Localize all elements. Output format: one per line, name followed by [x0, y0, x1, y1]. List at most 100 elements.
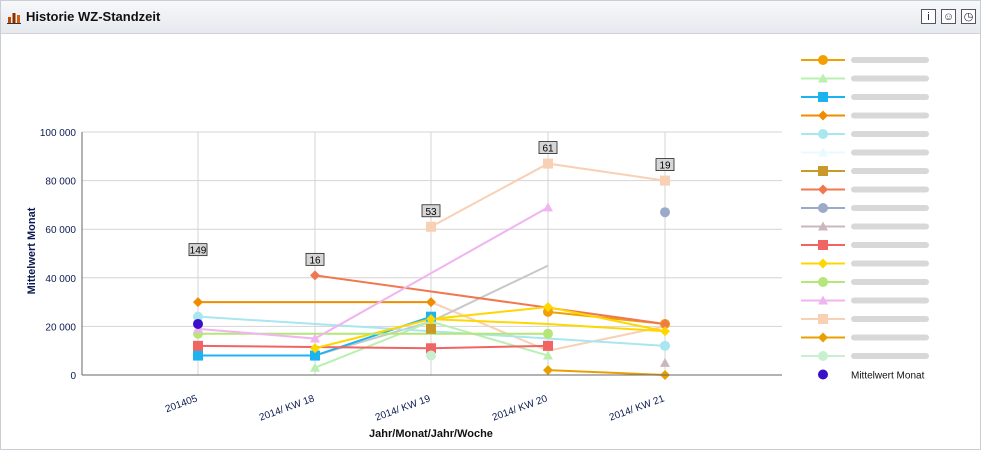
- data-point: [310, 362, 320, 372]
- legend-swatch-marker: [818, 129, 828, 139]
- data-point: [426, 297, 436, 308]
- legend-label-redacted: [851, 353, 929, 359]
- line-chart: 149 16 53 61 19 0 20 000 40 000 60 000 80 000 100…: [26, 55, 929, 440]
- x-tick-label: 2014/ KW 18: [258, 393, 317, 423]
- legend-label-redacted: [851, 168, 929, 174]
- legend-label-redacted: [851, 57, 929, 63]
- grid: [82, 131, 782, 376]
- data-point: [426, 343, 436, 354]
- data-point: [193, 311, 203, 322]
- data-point: [310, 333, 320, 343]
- legend-swatch-marker: [818, 221, 828, 231]
- user-icon: ☺: [942, 11, 955, 23]
- legend-swatch-marker: [818, 332, 828, 343]
- legend-swatch-marker: [818, 110, 828, 121]
- legend-item: [801, 73, 929, 83]
- legend-item: [801, 314, 929, 324]
- legend-swatch-marker: [818, 73, 828, 83]
- y-tick-label: 100 000: [40, 128, 77, 139]
- count-label-box: [655, 158, 675, 171]
- legend-label-redacted: [851, 131, 929, 137]
- legend-label-redacted: [851, 94, 929, 100]
- count-label-box: [305, 252, 325, 266]
- legend-item: [801, 147, 929, 157]
- data-point: [193, 340, 203, 351]
- legend-swatch-marker: [818, 166, 828, 176]
- legend-label: Mittelwert Monat: [851, 371, 925, 382]
- data-point: [543, 350, 553, 360]
- legend-swatch-marker: [818, 55, 828, 65]
- data-point: [543, 365, 553, 376]
- series-line: [314, 274, 666, 325]
- x-axis-title: Jahr/Monat/Jahr/Woche: [369, 428, 493, 440]
- legend-label-redacted: [851, 316, 929, 322]
- legend-swatch-marker: [818, 147, 828, 157]
- info-button[interactable]: i: [921, 9, 936, 24]
- y-axis-title: Mittelwert Monat: [26, 207, 38, 294]
- legend-item: [801, 351, 929, 361]
- data-point: [426, 314, 436, 325]
- data-point: [193, 297, 203, 308]
- count-label: 16: [309, 255, 321, 266]
- count-label: 53: [425, 207, 437, 218]
- series-line: [197, 344, 549, 350]
- data-point: [543, 340, 553, 351]
- legend-swatch-marker: [818, 295, 828, 305]
- clock-icon: ◷: [963, 11, 974, 23]
- data-point: [426, 350, 436, 361]
- y-tick-label: 20 000: [45, 322, 76, 333]
- count-label: 19: [659, 161, 671, 172]
- y-tick-label: 0: [70, 371, 76, 382]
- data-point: [193, 350, 203, 361]
- legend-label-redacted: [851, 242, 929, 248]
- count-label: 61: [542, 144, 554, 155]
- y-tick-label: 40 000: [45, 274, 76, 285]
- legend-swatch-marker: [818, 184, 828, 195]
- y-tick-label: 60 000: [45, 225, 76, 236]
- series-markers: [193, 158, 670, 380]
- legend-item: [801, 55, 929, 65]
- x-tick-label: 201405: [164, 393, 200, 415]
- legend-swatch-marker: [818, 240, 828, 250]
- legend: Mittelwert Monat: [801, 55, 929, 382]
- legend-item: [801, 184, 929, 195]
- x-tick-label: 2014/ KW 21: [608, 393, 667, 423]
- legend-item: [801, 277, 929, 287]
- legend-swatch-marker: [818, 203, 828, 213]
- data-point: [660, 175, 670, 186]
- legend-item: [801, 110, 929, 121]
- legend-item: [801, 129, 929, 139]
- legend-label-redacted: [851, 260, 929, 267]
- data-point: [193, 318, 203, 329]
- series-line: [197, 206, 549, 340]
- count-labels: 149 16 53 61 19: [188, 141, 675, 266]
- panel-title: Historie WZ-Standzeit: [26, 9, 161, 24]
- legend-item: [801, 92, 929, 102]
- legend-label-redacted: [851, 205, 929, 211]
- data-point: [310, 270, 320, 281]
- axes: 0 20 000 40 000 60 000 80 000 100 000 201405 20…: [40, 128, 782, 424]
- x-tick-label: 2014/ KW 19: [374, 393, 433, 423]
- y-tick-label: 80 000: [45, 177, 76, 188]
- history-button[interactable]: ◷: [961, 9, 976, 24]
- chart-icon: [7, 13, 21, 24]
- data-point: [660, 207, 670, 218]
- data-point: [310, 343, 320, 354]
- legend-item: [801, 295, 929, 305]
- count-label-box: [538, 141, 558, 154]
- legend-label-redacted: [851, 279, 929, 285]
- count-label: 149: [190, 246, 207, 257]
- legend-item: Mittelwert Monat: [818, 369, 925, 382]
- data-point: [310, 350, 320, 361]
- legend-swatch-marker: [818, 92, 828, 102]
- legend-label-redacted: [851, 75, 929, 82]
- legend-swatch-marker: [818, 314, 828, 324]
- count-label-box: [188, 243, 208, 257]
- legend-label-redacted: [851, 334, 929, 341]
- user-settings-button[interactable]: ☺: [941, 9, 956, 24]
- legend-item: [801, 221, 929, 231]
- data-point: [660, 357, 670, 367]
- legend-label-redacted: [851, 112, 929, 119]
- legend-swatch-marker: [818, 369, 828, 380]
